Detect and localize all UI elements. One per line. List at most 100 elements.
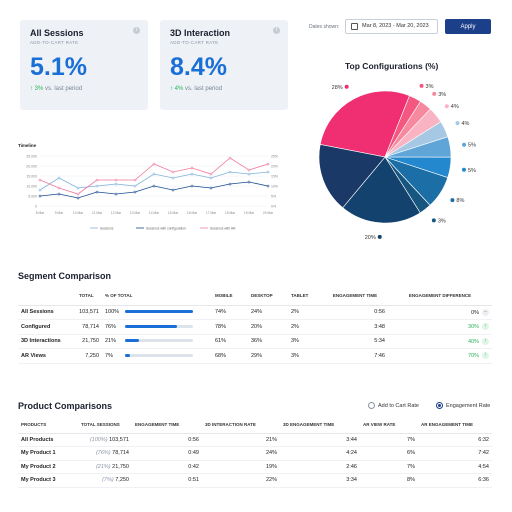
pie-slice[interactable] xyxy=(319,90,410,158)
pie-slice[interactable] xyxy=(318,144,386,209)
date-range-value: Mar 8, 2023 - Mar 20, 2023 xyxy=(362,23,429,29)
data-point[interactable] xyxy=(95,178,99,182)
th-total: TOTAL xyxy=(76,287,102,306)
data-point[interactable] xyxy=(152,184,156,188)
data-point[interactable] xyxy=(228,156,232,160)
y2-tick-label: 5% xyxy=(271,194,276,198)
product-ar-rate: 8% xyxy=(360,473,418,488)
data-point[interactable] xyxy=(76,196,80,200)
legend-label: Sessions with AR xyxy=(210,226,236,230)
data-point[interactable] xyxy=(95,190,99,194)
data-point[interactable] xyxy=(133,184,137,188)
segment-pct: 76% xyxy=(102,319,212,335)
data-point[interactable] xyxy=(38,194,42,198)
radio-add-to-cart[interactable]: Add to Cart Rate xyxy=(368,402,419,409)
data-point[interactable] xyxy=(76,192,80,196)
data-point[interactable] xyxy=(247,168,251,172)
pie-slice-label: 8% xyxy=(456,198,464,204)
data-point[interactable] xyxy=(133,178,137,182)
th-ar-rate: AR VIEW RATE xyxy=(360,416,418,434)
table-row: All Sessions 103,571 100% 74% 24% 2% 0:56 0% – xyxy=(18,305,492,320)
pie-label-dot xyxy=(450,198,455,203)
th-diff: ENGAGEMENT DIFFERENCE xyxy=(388,287,492,306)
arrow-up-icon: ↑ xyxy=(170,86,173,92)
x-tick-label: 10 Mar xyxy=(73,211,84,215)
data-point[interactable] xyxy=(95,184,99,188)
kpi-card-all-sessions: i All Sessions ADD-TO-CART RATE 5.1% ↑ 3… xyxy=(20,20,148,110)
product-ar-rate: 7% xyxy=(360,433,418,447)
product-name: All Products xyxy=(18,433,78,447)
product-name: My Product 1 xyxy=(18,446,78,461)
data-point[interactable] xyxy=(247,172,251,176)
data-point[interactable] xyxy=(209,186,213,190)
data-point[interactable] xyxy=(190,172,194,176)
th-name xyxy=(18,287,76,306)
kpi-subtitle: ADD-TO-CART RATE xyxy=(30,40,79,45)
product-3d-rate: 24% xyxy=(202,446,280,461)
segment-tablet: 2% xyxy=(288,305,322,320)
pct-bar xyxy=(125,324,193,328)
data-point[interactable] xyxy=(114,178,118,182)
series-line xyxy=(39,181,269,199)
data-point[interactable] xyxy=(266,162,270,166)
data-point[interactable] xyxy=(171,176,175,180)
data-point[interactable] xyxy=(57,176,61,180)
timeline-panel: Timeline 25,000 25% 20,000 20% 15,000 15% 10,0… xyxy=(16,142,284,238)
data-point[interactable] xyxy=(171,170,175,174)
x-tick-label: 8 Mar xyxy=(36,211,45,215)
data-point[interactable] xyxy=(228,170,232,174)
kpi-change: ↑ 3% vs. last period xyxy=(30,86,83,92)
pie-title: Top Configurations (%) xyxy=(345,61,439,71)
segment-table: TOTAL % OF TOTAL MOBILE DESKTOP TABLET E… xyxy=(18,287,492,364)
kpi-change: ↑ 4% vs. last period xyxy=(170,86,223,92)
data-point[interactable] xyxy=(133,190,137,194)
x-tick-label: 19 Mar xyxy=(244,211,255,215)
kpi-value: 8.4% xyxy=(170,53,227,81)
pie-label-dot xyxy=(344,84,349,89)
segment-desktop: 29% xyxy=(248,348,288,364)
product-time: 0:56 xyxy=(132,433,202,447)
info-icon[interactable]: i xyxy=(133,27,140,34)
radio-engagement-rate[interactable]: Engagement Rate xyxy=(436,402,490,409)
data-point[interactable] xyxy=(114,192,118,196)
data-point[interactable] xyxy=(209,172,213,176)
th-desktop: DESKTOP xyxy=(248,287,288,306)
pie-slice[interactable] xyxy=(342,156,421,224)
apply-button[interactable]: Apply xyxy=(445,19,491,34)
data-point[interactable] xyxy=(171,188,175,192)
data-point[interactable] xyxy=(152,172,156,176)
legend-label: Sessions xyxy=(100,226,114,230)
x-tick-label: 12 Mar xyxy=(111,211,122,215)
pie-slice-label: 3% xyxy=(438,218,446,224)
data-point[interactable] xyxy=(228,182,232,186)
th-engagement-time: ENGAGEMENT TIME xyxy=(132,416,202,434)
pie-slice-label: 3% xyxy=(426,84,434,90)
segment-mobile: 61% xyxy=(212,334,248,349)
pie-slice-label: 3% xyxy=(438,92,446,98)
data-point[interactable] xyxy=(152,162,156,166)
pie-label-dot xyxy=(377,234,382,239)
data-point[interactable] xyxy=(38,188,42,192)
product-name: My Product 3 xyxy=(18,473,78,488)
segment-pct: 100% xyxy=(102,305,212,320)
data-point[interactable] xyxy=(57,192,61,196)
info-icon[interactable]: i xyxy=(273,27,280,34)
data-point[interactable] xyxy=(57,186,61,190)
data-point[interactable] xyxy=(38,178,42,182)
data-point[interactable] xyxy=(114,182,118,186)
data-point[interactable] xyxy=(190,166,194,170)
product-3d-rate: 19% xyxy=(202,460,280,474)
product-time: 0:42 xyxy=(132,460,202,474)
data-point[interactable] xyxy=(76,186,80,190)
date-range-picker[interactable]: Mar 8, 2023 - Mar 20, 2023 xyxy=(345,19,438,34)
data-point[interactable] xyxy=(266,184,270,188)
data-point[interactable] xyxy=(247,180,251,184)
neutral-icon: – xyxy=(482,308,489,316)
data-point[interactable] xyxy=(190,184,194,188)
data-point[interactable] xyxy=(266,170,270,174)
x-tick-label: 15 Mar xyxy=(168,211,179,215)
segment-diff: 30% ↑ xyxy=(388,319,492,335)
segment-tablet: 3% xyxy=(288,348,322,364)
pct-bar xyxy=(125,339,193,343)
data-point[interactable] xyxy=(209,176,213,180)
